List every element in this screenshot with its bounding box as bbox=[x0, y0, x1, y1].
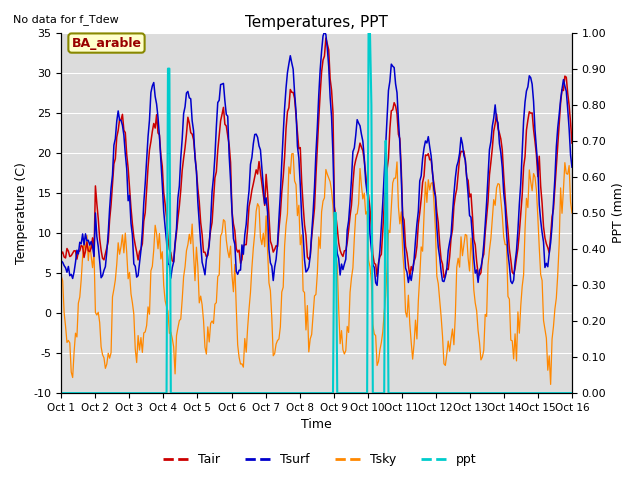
Text: No data for f_Tdew: No data for f_Tdew bbox=[13, 14, 118, 25]
Text: BA_arable: BA_arable bbox=[72, 36, 141, 49]
X-axis label: Time: Time bbox=[301, 419, 332, 432]
Y-axis label: Temperature (C): Temperature (C) bbox=[15, 162, 28, 264]
Title: Temperatures, PPT: Temperatures, PPT bbox=[245, 15, 388, 30]
Legend: Tair, Tsurf, Tsky, ppt: Tair, Tsurf, Tsky, ppt bbox=[158, 448, 482, 471]
Y-axis label: PPT (mm): PPT (mm) bbox=[612, 182, 625, 243]
